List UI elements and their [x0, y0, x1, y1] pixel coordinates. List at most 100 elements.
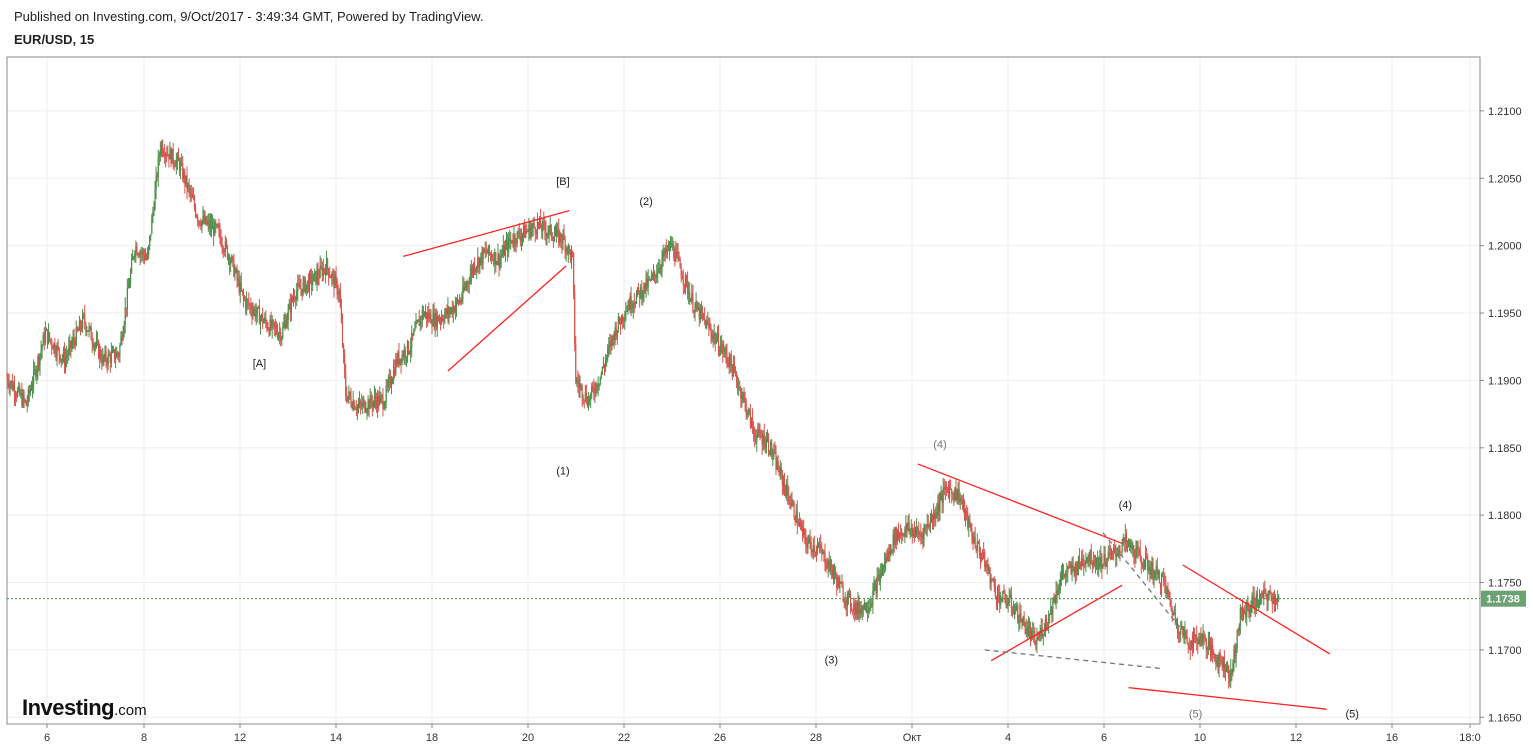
candle-body	[220, 237, 222, 246]
candle-body	[24, 399, 26, 401]
candle-body	[399, 358, 401, 364]
candle-body	[1143, 567, 1146, 569]
candle-body	[745, 401, 747, 415]
candle-body	[84, 314, 86, 324]
candle-body	[918, 530, 920, 535]
candle-body	[627, 306, 629, 310]
candle-body	[298, 283, 300, 285]
candle-body	[350, 396, 352, 405]
candle-body	[378, 395, 380, 405]
candle-body	[710, 328, 712, 335]
candle-body	[1209, 640, 1212, 656]
candle-body	[413, 330, 415, 336]
candle-body	[434, 312, 436, 327]
candle-body	[696, 301, 698, 310]
candle-body	[923, 528, 925, 540]
candle-body	[1086, 558, 1088, 560]
candle-body	[822, 551, 824, 554]
candle-body	[18, 386, 20, 390]
candle-body	[69, 341, 71, 347]
x-tick-label: 6	[1101, 732, 1107, 744]
candle-body	[338, 290, 340, 295]
candle-body	[1106, 560, 1108, 567]
candle-body	[155, 175, 157, 190]
candle-body	[598, 383, 600, 386]
candle-body	[977, 541, 979, 545]
candle-body	[62, 352, 65, 359]
candle-body	[419, 317, 421, 326]
candle-body	[351, 404, 353, 409]
candle-body	[909, 529, 911, 531]
candle-body	[238, 278, 240, 293]
candle-body	[239, 282, 241, 293]
candle-body	[288, 303, 290, 310]
candle-body	[118, 354, 120, 357]
candle-body	[314, 271, 316, 274]
candle-body	[999, 594, 1001, 605]
candle-body	[206, 222, 208, 225]
candle-body	[346, 396, 348, 401]
candle-body	[229, 256, 231, 265]
candle-body	[1094, 564, 1097, 566]
candle-body	[1105, 562, 1107, 567]
candle-body	[1090, 550, 1092, 565]
candle-body	[504, 245, 507, 256]
candle-body	[1214, 654, 1216, 662]
candle-body	[974, 536, 976, 548]
candle-body	[415, 322, 417, 329]
candle-body	[958, 489, 960, 502]
candle-body	[91, 339, 93, 344]
candle-body	[1131, 542, 1133, 550]
candle-body	[312, 281, 314, 285]
candle-body	[934, 512, 936, 519]
candle-body	[407, 341, 410, 353]
candle-body	[209, 222, 212, 229]
candle-body	[384, 401, 386, 409]
plot-frame	[6, 56, 1481, 725]
candle-body	[987, 567, 989, 571]
candle-body	[698, 307, 700, 320]
candle-body	[1228, 665, 1230, 679]
candle-body	[993, 579, 995, 588]
candle-body	[370, 395, 372, 403]
candle-body	[1038, 638, 1040, 640]
candle-body	[591, 385, 593, 394]
candle-body	[988, 567, 990, 571]
candle-body	[554, 234, 557, 237]
candle-body	[947, 488, 950, 497]
candle-body	[530, 229, 532, 237]
candle-body	[816, 547, 819, 553]
candle-body	[136, 246, 138, 255]
candle-body	[1016, 605, 1018, 611]
candle-body	[661, 258, 663, 268]
candle-body	[1201, 639, 1203, 644]
candle-body	[809, 537, 811, 543]
candle-body	[571, 252, 574, 254]
candle-body	[175, 160, 177, 167]
wave-label: (2)	[639, 196, 652, 208]
candle-body	[721, 343, 723, 347]
candle-body	[453, 307, 455, 313]
candle-body	[440, 317, 443, 321]
candle-body	[641, 286, 643, 299]
candle-body	[889, 545, 891, 554]
candle-body	[740, 387, 742, 399]
candle-body	[27, 389, 29, 403]
candle-body	[784, 487, 787, 497]
candle-body	[1035, 644, 1037, 646]
candle-body	[377, 395, 379, 409]
candle-body	[546, 233, 548, 237]
candle-body	[333, 274, 335, 288]
candle-body	[1177, 632, 1180, 634]
candle-body	[935, 515, 937, 519]
candle-body	[268, 329, 270, 335]
candle-body	[1158, 571, 1161, 584]
candle-body	[879, 572, 881, 582]
candle-body	[300, 288, 302, 290]
candle-body	[825, 565, 827, 568]
candle-body	[269, 319, 271, 335]
candle-body	[53, 343, 55, 350]
candle-body	[290, 297, 292, 313]
candle-body	[839, 581, 841, 589]
